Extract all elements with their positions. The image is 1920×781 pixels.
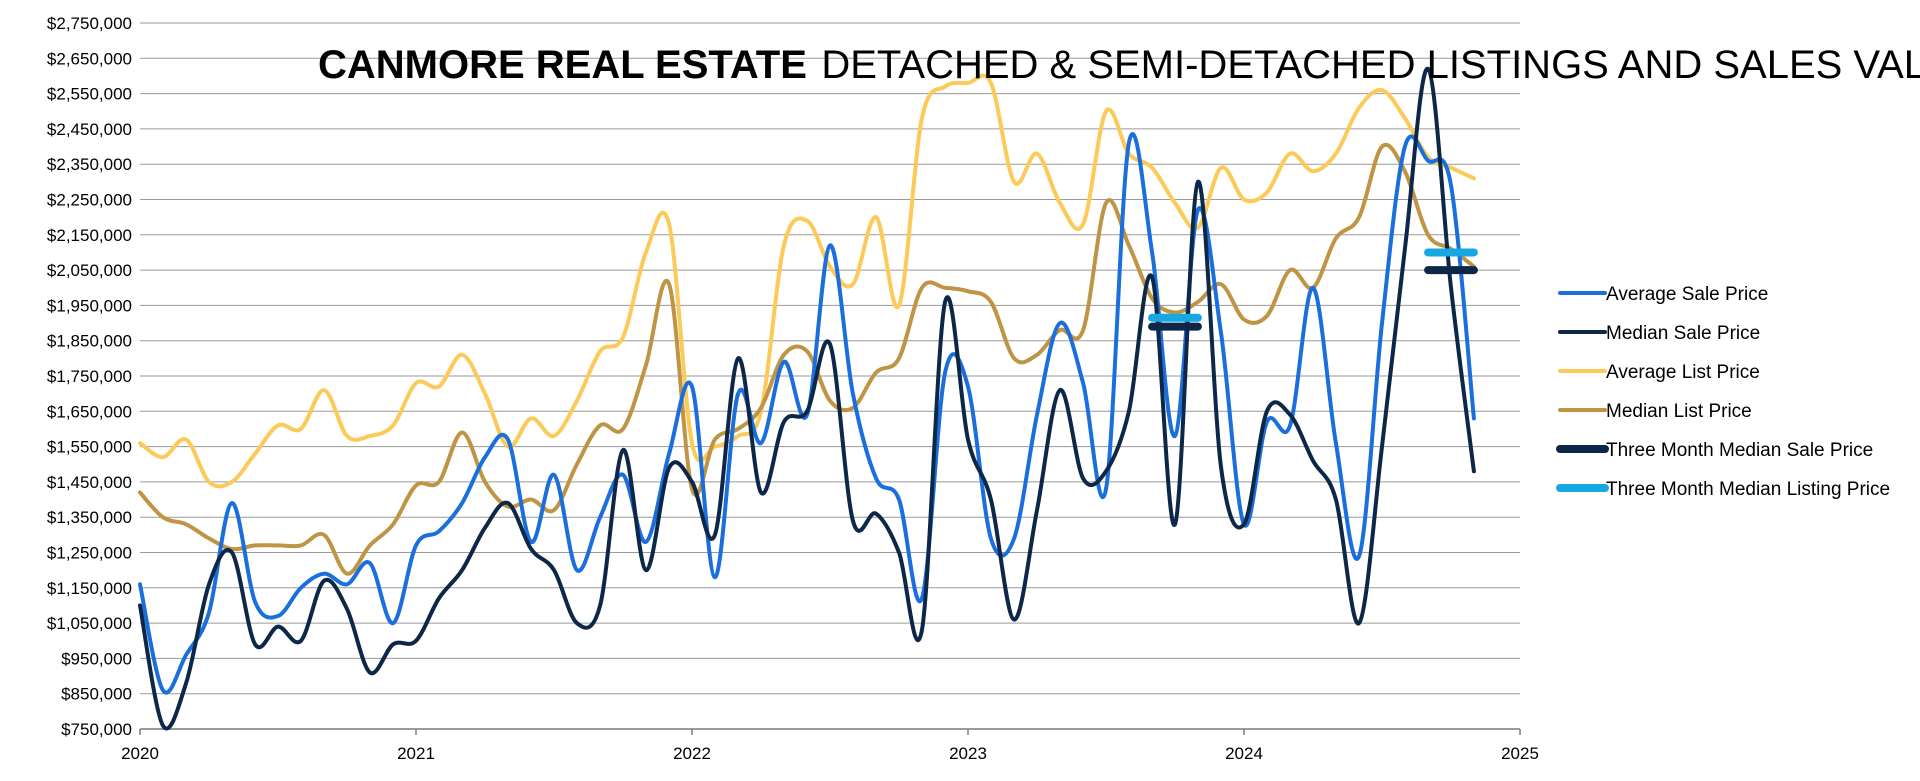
- y-tick-label: $2,450,000: [47, 120, 132, 139]
- legend-label-three-month-median-sale-price: Three Month Median Sale Price: [1606, 440, 1873, 461]
- x-tick-label: 2021: [397, 744, 435, 763]
- legend-label-median-list-price: Median List Price: [1606, 401, 1752, 422]
- y-tick-label: $1,950,000: [47, 296, 132, 315]
- gridlines: [140, 22, 1520, 730]
- legend-label-three-month-median-listing-price: Three Month Median Listing Price: [1606, 479, 1890, 500]
- x-axis: 2020 2021 2022 2023 2024 2025: [121, 728, 1539, 763]
- y-tick-label: $2,550,000: [47, 85, 132, 104]
- x-tick-label: 2024: [1225, 744, 1263, 763]
- series-line-average-list-price: [138, 73, 1476, 489]
- y-tick-label: $2,650,000: [47, 49, 132, 68]
- x-tick-label: 2022: [673, 744, 711, 763]
- series-lines: [138, 66, 1478, 731]
- x-tick-label: 2025: [1501, 744, 1539, 763]
- y-tick-label: $2,250,000: [47, 191, 132, 210]
- y-tick-label: $2,750,000: [47, 14, 132, 33]
- x-tick-label: 2023: [949, 744, 987, 763]
- y-axis-tick-labels: $750,000 $850,000 $950,000 $1,050,000 $1,150…: [47, 14, 132, 739]
- y-tick-label: $1,450,000: [47, 473, 132, 492]
- legend-label-average-list-price: Average List Price: [1606, 362, 1760, 383]
- legend: Average Sale Price Median Sale Price Avera…: [1556, 284, 1890, 500]
- y-tick-label: $2,350,000: [47, 155, 132, 174]
- y-tick-label: $2,050,000: [47, 261, 132, 280]
- chart-title: CANMORE REAL ESTATE DETACHED & SEMI-DETA…: [318, 43, 1920, 87]
- y-tick-label: $1,650,000: [47, 402, 132, 421]
- y-tick-label: $1,750,000: [47, 367, 132, 386]
- chart-title-rest: DETACHED & SEMI-DETACHED LISTINGS AND SA…: [821, 43, 1920, 87]
- legend-label-average-sale-price: Average Sale Price: [1606, 284, 1768, 305]
- legend-label-median-sale-price: Median Sale Price: [1606, 323, 1760, 344]
- series-line-median-sale-price: [138, 66, 1476, 731]
- y-tick-label: $1,250,000: [47, 544, 132, 563]
- y-tick-label: $1,150,000: [47, 579, 132, 598]
- y-tick-label: $2,150,000: [47, 226, 132, 245]
- y-tick-label: $850,000: [61, 685, 132, 704]
- y-tick-label: $1,550,000: [47, 438, 132, 457]
- chart-title-bold: CANMORE REAL ESTATE: [318, 43, 807, 87]
- y-tick-label: $1,050,000: [47, 614, 132, 633]
- series-line-average-sale-price: [138, 132, 1476, 695]
- x-tick-label: 2020: [121, 744, 159, 763]
- y-tick-label: $750,000: [61, 720, 132, 739]
- y-tick-label: $950,000: [61, 649, 132, 668]
- y-tick-label: $1,850,000: [47, 332, 132, 351]
- y-tick-label: $1,350,000: [47, 508, 132, 527]
- series-line-median-list-price: [138, 142, 1476, 576]
